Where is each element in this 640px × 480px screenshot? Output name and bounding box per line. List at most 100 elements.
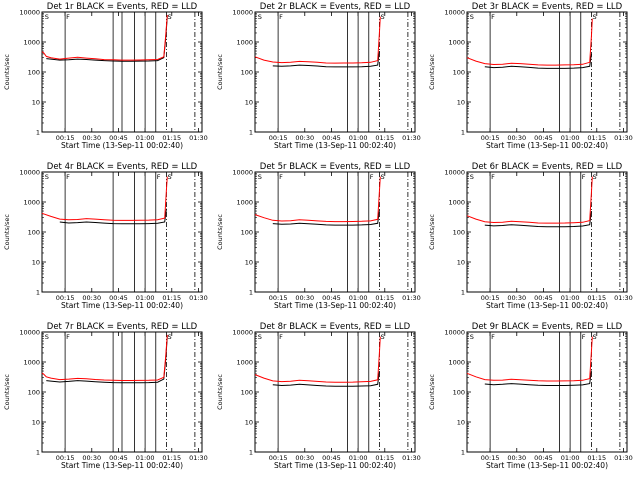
- x-tick-label: 00:30: [507, 134, 526, 142]
- detector-panel-7: Det 7r BLACK = Events, RED = LLD 1 10 100 10…: [3, 322, 208, 470]
- y-tick-label: 10000: [19, 8, 40, 16]
- x-axis-label: Start Time (13-Sep-11 00:02:40): [486, 461, 608, 470]
- y-tick-label: 100: [241, 68, 253, 76]
- segment-marker: S: [167, 13, 171, 21]
- panel-title: Det 8r BLACK = Events, RED = LLD: [260, 322, 411, 332]
- segment-marker: S: [258, 13, 262, 21]
- segment-marker: S: [45, 173, 49, 181]
- y-tick-label: 1: [461, 448, 465, 456]
- x-tick-label: 01:15: [587, 294, 606, 302]
- x-tick-label: 01:00: [561, 454, 580, 462]
- x-tick-label: 00:45: [322, 134, 341, 142]
- series-line-lld: [466, 336, 593, 382]
- x-axis-label: Start Time (13-Sep-11 00:02:40): [274, 141, 396, 150]
- x-axis-label: Start Time (13-Sep-11 00:02:40): [274, 301, 396, 310]
- x-tick-label: 00:30: [295, 294, 314, 302]
- x-tick-label: 00:15: [481, 454, 500, 462]
- segment-marker: F: [66, 333, 70, 341]
- x-tick-label: 01:30: [614, 454, 633, 462]
- series-line-lld: [254, 336, 381, 383]
- y-tick-label: 10: [245, 98, 253, 106]
- y-tick-label: 10: [32, 258, 40, 266]
- series-line-events: [484, 210, 592, 228]
- detector-panel-5: Det 5r BLACK = Events, RED = LLD 1 10 100 10…: [216, 162, 421, 310]
- plot-frame: [254, 11, 416, 133]
- x-tick-label: 00:30: [295, 134, 314, 142]
- series-line-lld: [41, 176, 168, 221]
- detector-panel-3: Det 3r BLACK = Events, RED = LLD 1 10 100 10…: [428, 2, 633, 150]
- segment-marker: S: [470, 173, 474, 181]
- segment-marker: F: [157, 173, 161, 181]
- x-tick-label: 01:30: [402, 454, 421, 462]
- y-axis-label: Counts/sec: [428, 214, 436, 250]
- detector-panel-9: Det 9r BLACK = Events, RED = LLD 1 10 100 10…: [428, 322, 633, 470]
- segment-marker: F: [370, 173, 374, 181]
- x-axis-label: Start Time (13-Sep-11 00:02:40): [486, 301, 608, 310]
- x-tick-label: 01:15: [375, 294, 394, 302]
- y-axis-label: Counts/sec: [216, 214, 224, 250]
- x-tick-label: 00:15: [269, 134, 288, 142]
- y-tick-label: 100: [453, 228, 465, 236]
- y-tick-label: 1000: [23, 358, 40, 366]
- y-tick-label: 1: [36, 128, 40, 136]
- x-tick-label: 00:30: [82, 134, 101, 142]
- x-tick-label: 01:15: [375, 454, 394, 462]
- y-tick-label: 100: [453, 388, 465, 396]
- y-tick-label: 1: [461, 288, 465, 296]
- x-tick-label: 01:30: [189, 134, 208, 142]
- y-tick-label: 1: [249, 288, 253, 296]
- x-tick-label: 01:00: [136, 134, 155, 142]
- segment-marker: S: [167, 333, 171, 341]
- detector-panel-1: Det 1r BLACK = Events, RED = LLD 1 10 100 10…: [3, 2, 208, 150]
- plot-frame: [466, 11, 628, 133]
- x-axis-label: Start Time (13-Sep-11 00:02:40): [61, 141, 183, 150]
- y-tick-label: 10000: [19, 168, 40, 176]
- x-tick-label: 01:30: [189, 294, 208, 302]
- y-axis-label: Counts/sec: [3, 374, 11, 410]
- x-tick-label: 00:15: [269, 294, 288, 302]
- y-tick-label: 1000: [236, 358, 253, 366]
- segment-marker: S: [258, 333, 262, 341]
- plot-frame: [254, 331, 416, 453]
- segment-marker: F: [582, 333, 586, 341]
- y-tick-label: 10000: [232, 328, 253, 336]
- x-axis-label: Start Time (13-Sep-11 00:02:40): [61, 301, 183, 310]
- panel-title: Det 7r BLACK = Events, RED = LLD: [47, 322, 198, 332]
- y-tick-label: 1000: [236, 198, 253, 206]
- x-tick-label: 01:15: [587, 454, 606, 462]
- panel-title: Det 4r BLACK = Events, RED = LLD: [47, 162, 198, 172]
- x-axis-label: Start Time (13-Sep-11 00:02:40): [486, 141, 608, 150]
- x-tick-label: 00:30: [507, 294, 526, 302]
- panel-title: Det 5r BLACK = Events, RED = LLD: [260, 162, 411, 172]
- x-axis-label: Start Time (13-Sep-11 00:02:40): [274, 461, 396, 470]
- x-axis-label: Start Time (13-Sep-11 00:02:40): [61, 461, 183, 470]
- segment-marker: S: [470, 13, 474, 21]
- x-tick-label: 00:45: [322, 294, 341, 302]
- x-tick-label: 01:15: [375, 134, 394, 142]
- x-tick-label: 00:30: [295, 454, 314, 462]
- x-tick-label: 00:45: [109, 294, 128, 302]
- panel-title: Det 6r BLACK = Events, RED = LLD: [472, 162, 623, 172]
- plot-frame: [254, 171, 416, 293]
- y-tick-label: 10: [457, 258, 465, 266]
- x-tick-label: 01:30: [402, 134, 421, 142]
- series-line-lld: [466, 176, 593, 224]
- x-tick-label: 00:15: [481, 134, 500, 142]
- series-line-lld: [41, 14, 168, 61]
- y-tick-label: 10000: [444, 328, 465, 336]
- y-tick-label: 10000: [232, 168, 253, 176]
- x-tick-label: 00:45: [109, 134, 128, 142]
- x-tick-label: 00:45: [534, 454, 553, 462]
- x-tick-label: 01:15: [162, 134, 181, 142]
- segment-marker: F: [66, 173, 70, 181]
- y-tick-label: 10: [245, 418, 253, 426]
- series-line-lld: [254, 176, 381, 223]
- y-axis-label: Counts/sec: [216, 54, 224, 90]
- segment-marker: S: [592, 173, 596, 181]
- segment-marker: S: [380, 333, 384, 341]
- segment-marker: F: [582, 173, 586, 181]
- detector-panel-6: Det 6r BLACK = Events, RED = LLD 1 10 100 10…: [428, 162, 633, 310]
- y-tick-label: 100: [241, 388, 253, 396]
- y-tick-label: 10000: [19, 328, 40, 336]
- panel-title: Det 9r BLACK = Events, RED = LLD: [472, 322, 623, 332]
